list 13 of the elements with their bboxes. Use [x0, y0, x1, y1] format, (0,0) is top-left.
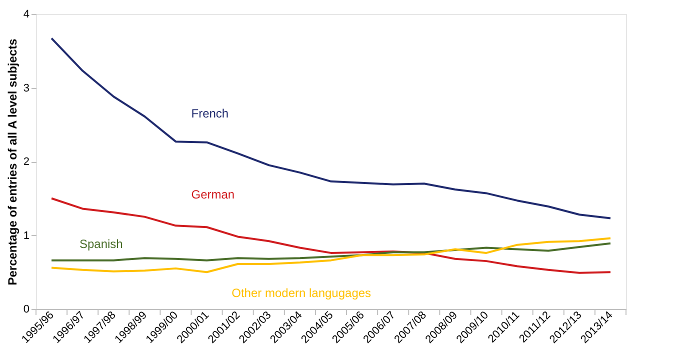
line-series: [50, 37, 612, 220]
line-series: [50, 197, 612, 274]
y-tick-label: 0: [23, 304, 30, 316]
text: German: [191, 188, 235, 202]
y-tick-label: 2: [23, 156, 30, 168]
y-axis-title: Percentage of entries of all A level subjects: [5, 38, 20, 286]
series-label: Other modern langugages: [232, 286, 372, 300]
y-tick-label: 4: [23, 8, 30, 20]
series-label: French: [191, 106, 229, 121]
y-tick-label: 3: [23, 82, 30, 94]
line-series: [50, 237, 612, 274]
series-label: Spanish: [79, 237, 123, 252]
y-tick-label: 1: [23, 230, 30, 242]
